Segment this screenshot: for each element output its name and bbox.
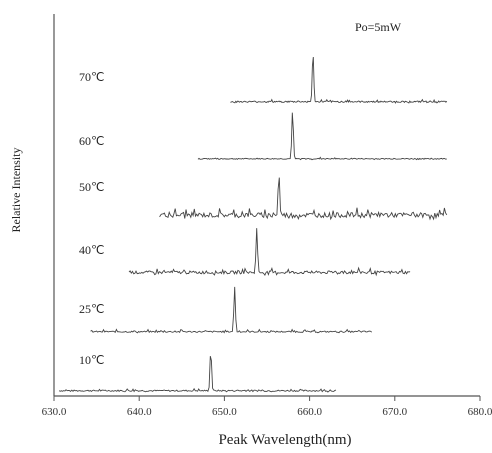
- spectra-traces: [58, 56, 448, 393]
- temperature-label: 70℃: [79, 70, 104, 84]
- temperature-label: 10℃: [79, 353, 104, 367]
- temperature-label: 40℃: [79, 243, 104, 257]
- x-tick-label: 640.0: [127, 406, 152, 418]
- x-axis-label: Peak Wavelength(nm): [218, 432, 351, 448]
- x-tick-label: 630.0: [42, 406, 67, 418]
- power-annotation: Po=5mW: [355, 20, 402, 34]
- temperature-label: 50℃: [79, 180, 104, 194]
- temperature-label: 60℃: [79, 134, 104, 148]
- spectrum-line: [197, 112, 447, 161]
- x-tick-label: 680.0: [468, 406, 492, 418]
- x-ticks: 630.0 640.0 650.0 660.0 670.0 680.0: [42, 396, 492, 418]
- x-tick-label: 670.0: [382, 406, 407, 418]
- spectrum-line: [159, 177, 448, 221]
- spectrum-line: [90, 286, 373, 334]
- spectrum-line: [128, 228, 411, 277]
- spectrum-line: [230, 56, 448, 104]
- temperature-labels: 10℃ 25℃ 40℃ 50℃ 60℃ 70℃: [79, 70, 104, 367]
- x-tick-label: 650.0: [212, 406, 237, 418]
- x-tick-label: 660.0: [297, 406, 322, 418]
- spectrum-line: [58, 355, 337, 393]
- y-axis-label: Relative Intensity: [9, 148, 23, 233]
- temperature-label: 25℃: [79, 302, 104, 316]
